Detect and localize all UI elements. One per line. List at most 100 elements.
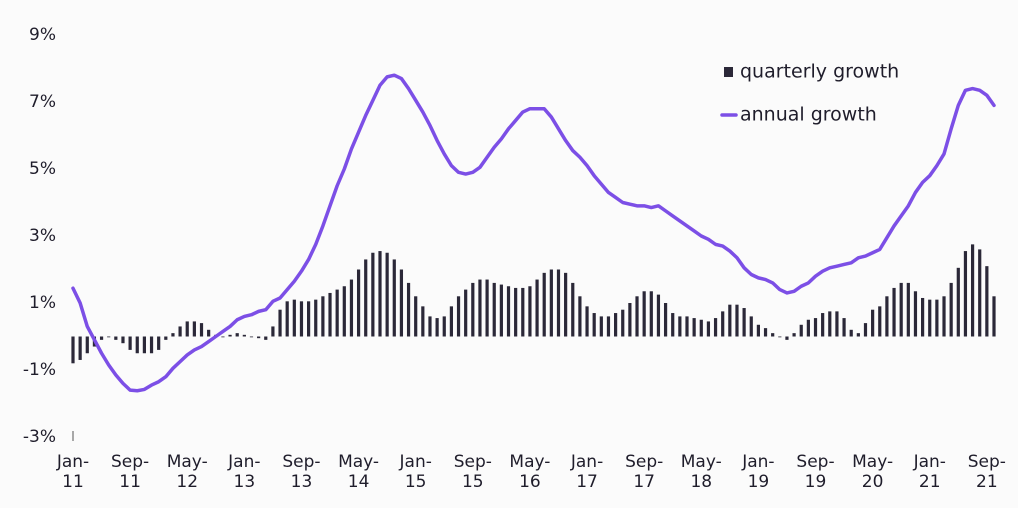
bar — [221, 336, 225, 338]
bar — [606, 316, 611, 337]
bar — [692, 318, 696, 337]
bar — [349, 279, 354, 337]
bar — [921, 297, 925, 337]
x-tick-label: Jan- 19 — [742, 452, 775, 492]
bar — [706, 321, 711, 337]
bar — [285, 301, 289, 337]
bar — [478, 279, 482, 337]
bar — [399, 269, 404, 337]
bar — [542, 272, 546, 337]
bar — [806, 319, 810, 337]
bar — [307, 301, 311, 337]
bar — [135, 336, 139, 354]
bar — [835, 311, 839, 337]
bar — [421, 306, 425, 337]
x-tick-label: Sep- 21 — [967, 452, 1006, 492]
bar — [314, 299, 318, 337]
bar — [364, 259, 368, 337]
bar — [556, 269, 561, 337]
bar — [871, 309, 875, 337]
bar — [456, 296, 461, 337]
bar — [614, 313, 618, 337]
bar — [292, 299, 296, 337]
bar — [235, 333, 239, 337]
bar — [449, 306, 453, 337]
bar — [978, 249, 982, 337]
bar — [228, 334, 232, 337]
x-tick-label: Sep- 19 — [796, 452, 835, 492]
bar — [442, 316, 446, 337]
bar — [713, 318, 718, 337]
bar — [406, 282, 411, 337]
bar — [642, 291, 646, 337]
bar — [356, 269, 361, 337]
bar — [728, 304, 732, 337]
bar — [885, 296, 889, 337]
x-tick-label: Jan- 11 — [56, 452, 90, 492]
bar — [628, 303, 632, 337]
bar — [942, 296, 946, 337]
bar — [621, 309, 625, 337]
bar — [535, 279, 539, 337]
bar — [656, 294, 661, 337]
bar — [985, 266, 989, 337]
bar — [685, 316, 689, 337]
x-tick-label: May- 14 — [338, 452, 380, 492]
bar — [378, 251, 382, 337]
bar — [592, 313, 596, 337]
bar — [856, 333, 860, 337]
bar — [892, 287, 896, 337]
bar — [970, 244, 975, 337]
bar — [821, 313, 825, 337]
bar — [785, 336, 789, 340]
bar — [492, 282, 496, 337]
bar — [906, 282, 910, 337]
y-tick-label: 3% — [29, 226, 56, 246]
bar — [928, 299, 932, 337]
bar — [99, 336, 104, 340]
bar — [863, 323, 868, 337]
bar — [257, 336, 261, 339]
bar — [849, 329, 853, 337]
bar — [157, 336, 161, 350]
bar — [678, 316, 682, 337]
x-tick-label: Jan- 21 — [913, 452, 946, 492]
bar — [471, 282, 475, 337]
bar — [571, 282, 575, 337]
x-tick-label: May- 12 — [166, 452, 208, 492]
bar — [721, 311, 725, 337]
bar — [799, 324, 803, 337]
bar — [142, 336, 146, 354]
bar — [435, 318, 439, 337]
bar — [164, 336, 168, 340]
y-tick-label: 9% — [29, 25, 56, 45]
bar — [699, 319, 703, 337]
bar — [549, 269, 553, 337]
bar — [128, 336, 132, 350]
bar — [506, 286, 511, 337]
bar — [499, 284, 503, 337]
bar — [107, 336, 111, 338]
bar — [178, 326, 182, 337]
bar — [242, 334, 246, 337]
bar — [735, 304, 739, 337]
bar — [171, 333, 175, 337]
y-tick-label: 5% — [29, 159, 56, 179]
bar — [192, 321, 196, 337]
bar — [899, 282, 903, 337]
bar — [756, 324, 760, 337]
bar — [749, 316, 753, 337]
x-tick-label: Jan- 15 — [399, 452, 432, 492]
bar — [778, 336, 782, 338]
bar — [564, 272, 568, 337]
bar — [485, 279, 489, 337]
bar — [264, 336, 268, 340]
bar — [321, 296, 325, 337]
bar — [514, 287, 518, 337]
bar — [963, 251, 968, 337]
bar — [335, 289, 339, 337]
bar — [649, 291, 653, 337]
x-tick-label: May- 18 — [680, 452, 722, 492]
bar — [521, 287, 525, 337]
bar — [199, 323, 204, 337]
